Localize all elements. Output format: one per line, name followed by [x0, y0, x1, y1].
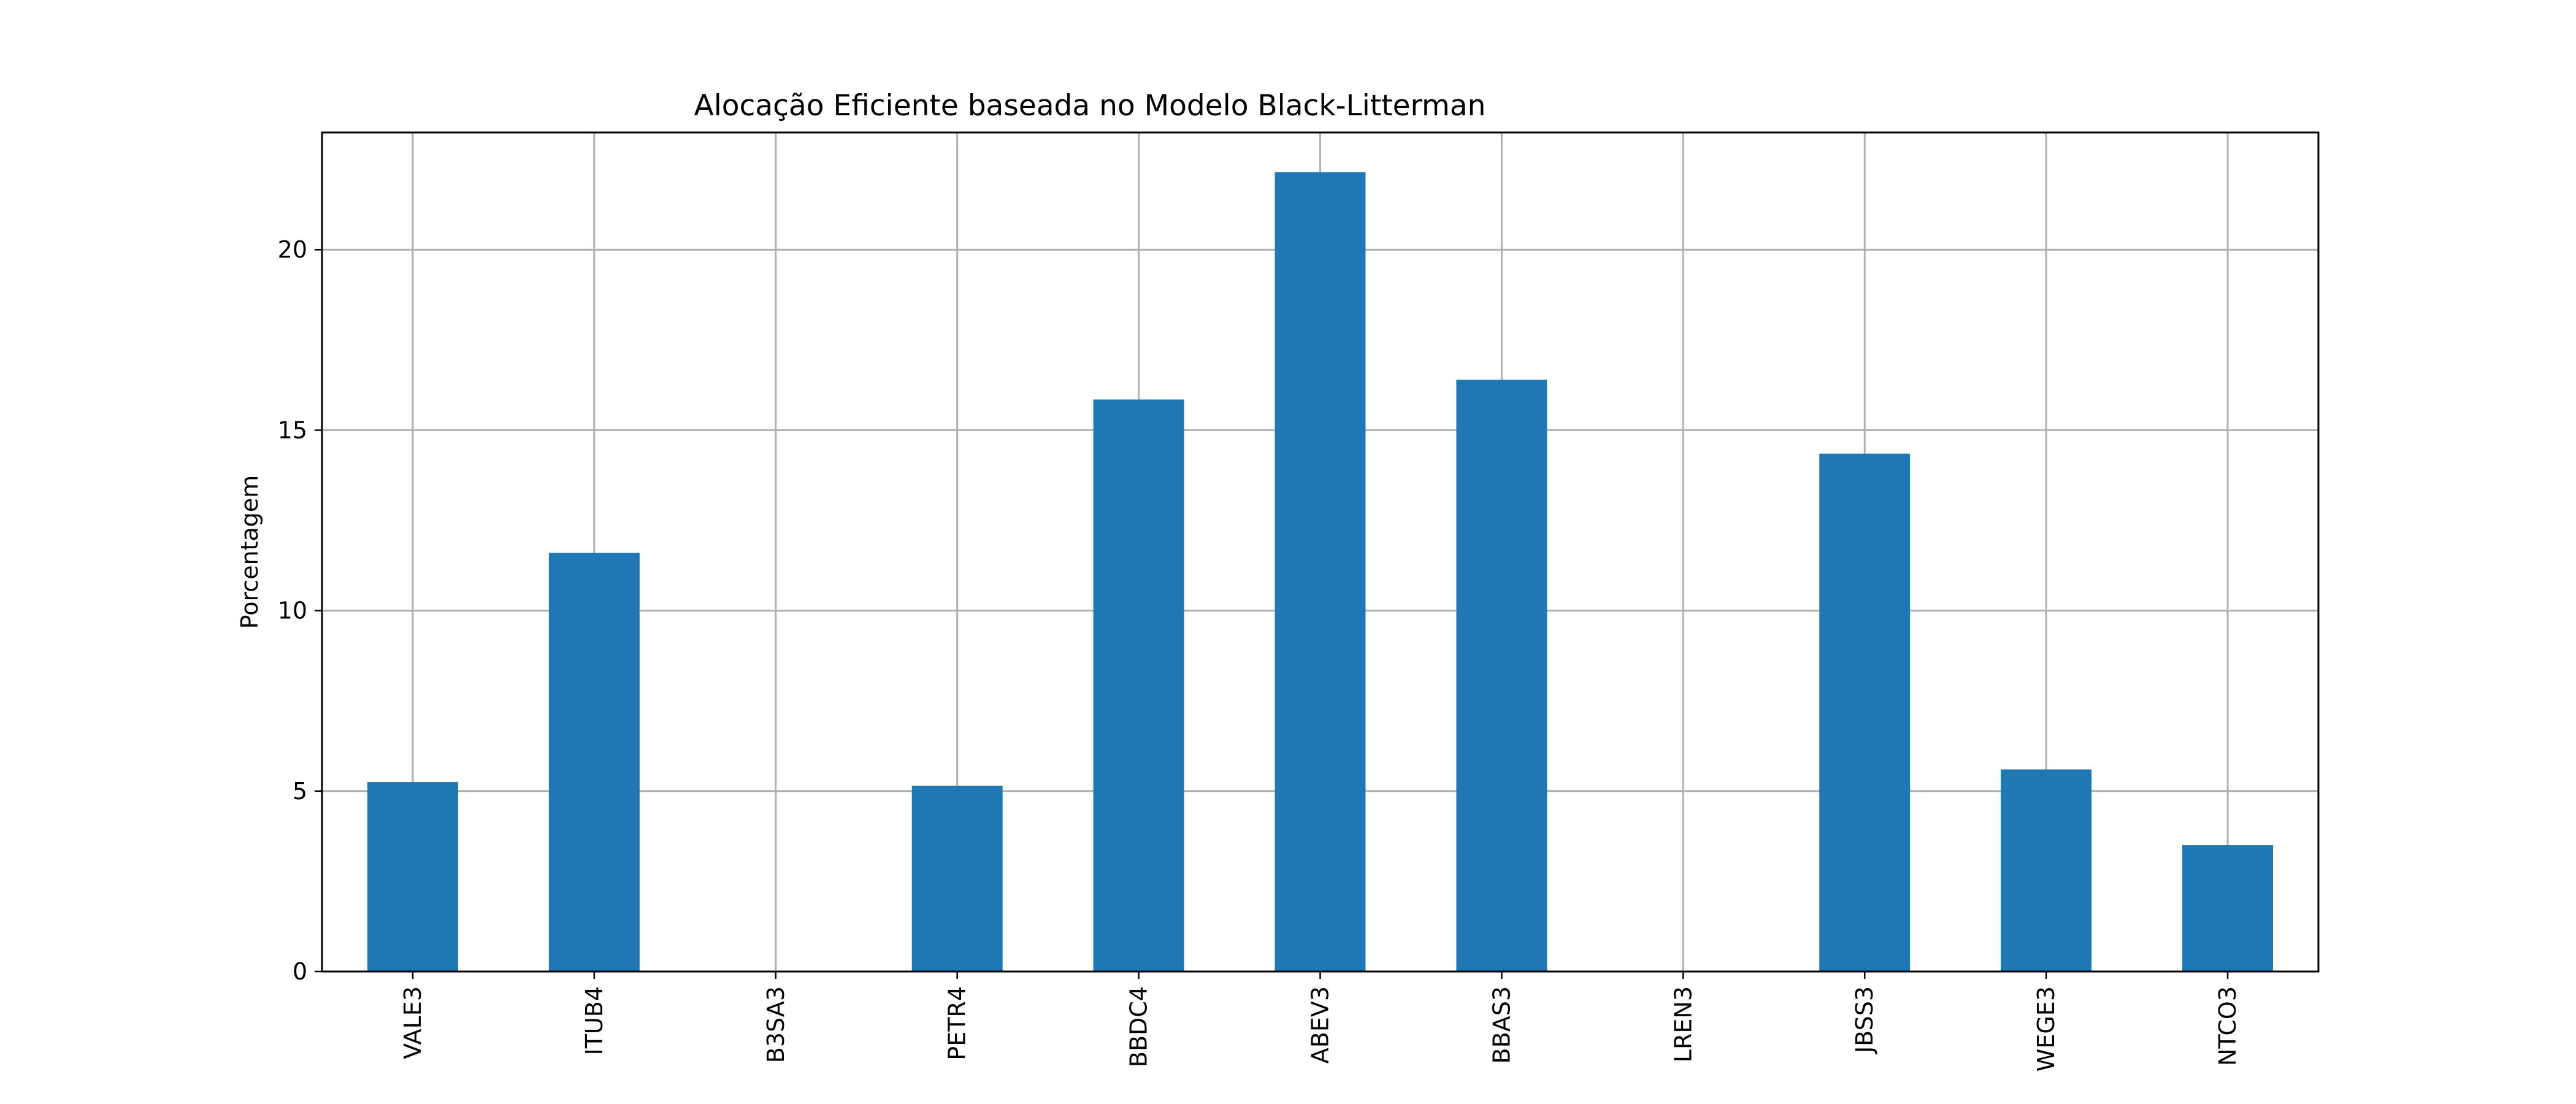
y-tick-label: 5 [293, 778, 307, 805]
y-tick-label: 15 [278, 416, 307, 443]
bar-itub4 [548, 553, 640, 972]
x-tick-label: ABEV3 [1307, 986, 1334, 1064]
bar-abev3 [1275, 172, 1366, 972]
bar-vale3 [367, 782, 458, 972]
x-tick-label: NTCO3 [2214, 986, 2241, 1066]
x-tick-label: LREN3 [1669, 986, 1696, 1062]
x-tick-label: BBAS3 [1488, 986, 1515, 1064]
bar-bbas3 [1456, 380, 1547, 972]
x-tick-label: WEGE3 [2033, 986, 2060, 1071]
y-tick-label: 20 [278, 236, 307, 263]
bar-jbss3 [1819, 453, 1911, 972]
bar-ntco3 [2182, 845, 2274, 972]
chart-title: Alocação Eficiente baseada no Modelo Bla… [694, 89, 1486, 123]
x-tick-label: BBDC4 [1125, 986, 1152, 1067]
x-tick-label: B3SA3 [762, 986, 789, 1063]
y-tick-label: 10 [278, 597, 307, 624]
x-tick-label: PETR4 [944, 986, 971, 1060]
y-axis-label: Porcentagem [236, 475, 263, 629]
bar-bbdc4 [1093, 399, 1184, 972]
x-tick-label: JBSS3 [1851, 986, 1878, 1054]
bar-wege3 [2001, 769, 2092, 972]
bars [367, 172, 2274, 972]
axis-ticks: 0 5 10 15 20 VALE3 ITUB4 B3SA3 PETR4 BBDC4 ABEV3 BB… [278, 236, 2241, 1071]
x-tick-label: VALE3 [399, 986, 426, 1059]
y-tick-label: 0 [293, 958, 307, 985]
x-tick-label: ITUB4 [581, 986, 608, 1055]
bar-petr4 [911, 785, 1003, 972]
